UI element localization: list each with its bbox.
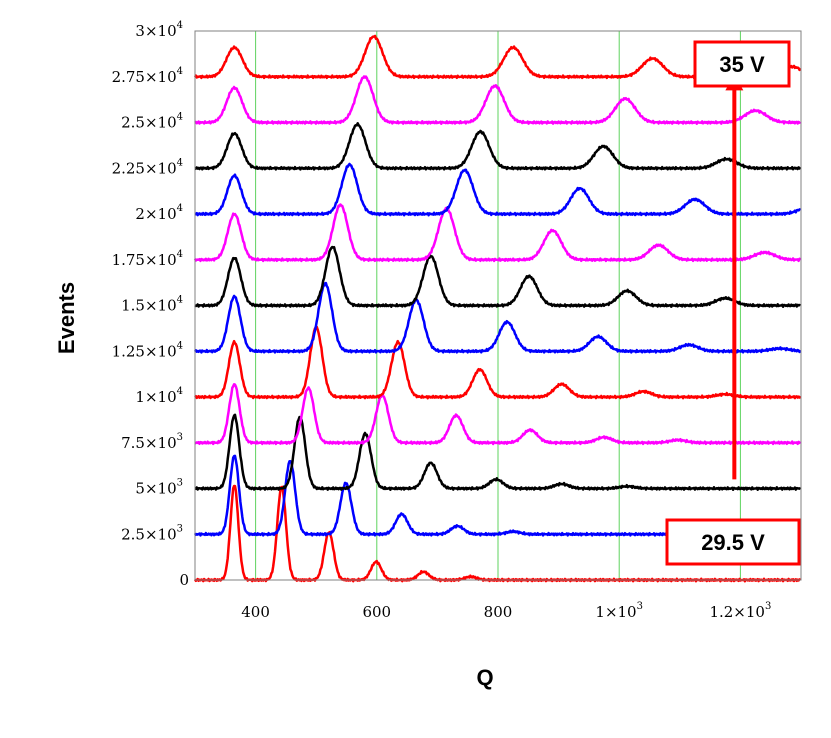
plot-frame [194, 30, 802, 581]
y-tick-label: 5×103 [135, 478, 183, 498]
top-voltage-box [693, 40, 791, 88]
series-line [194, 75, 802, 125]
series-line [194, 245, 801, 308]
y-tick-label: 2×104 [135, 203, 183, 223]
voltage-annotation: 35 V 29.5 V [665, 40, 801, 566]
series-group [193, 34, 802, 583]
y-axis-title: Events [54, 282, 79, 354]
y-tick-label: 0 [179, 571, 189, 589]
y-tick-label: 1.5×104 [121, 295, 183, 315]
x-tick-label: 600 [362, 603, 391, 621]
x-tick-label: 800 [484, 603, 513, 621]
x-tick-label: 1.2×103 [709, 601, 771, 621]
x-tick-labels: 400 600 800 1×103 1.2×103 [241, 601, 771, 621]
y-tick-labels: 0 2.5×103 5×103 7.5×103 1×104 1.25×104 1.5×104… [112, 20, 189, 589]
series-line [193, 203, 802, 263]
series-line [194, 122, 802, 171]
series-line [194, 383, 802, 446]
x-axis-title: Q [476, 665, 493, 690]
y-tick-label: 7.5×103 [121, 432, 183, 452]
y-tick-label: 1.25×104 [112, 340, 183, 360]
y-tick-label: 2.5×103 [121, 523, 183, 543]
y-tick-label: 2.5×104 [121, 112, 183, 132]
series-line [193, 281, 802, 354]
y-tick-label: 2.75×104 [112, 66, 183, 86]
y-tick-label: 2.25×104 [112, 157, 183, 177]
series-line [194, 325, 802, 400]
y-tick-label: 3×104 [135, 20, 183, 40]
y-tick-label: 1.75×104 [112, 249, 183, 269]
bottom-voltage-label: 29.5 V [701, 530, 765, 555]
x-tick-label: 400 [241, 603, 270, 621]
y-tick-label: 1×104 [135, 386, 183, 406]
bottom-voltage-box [665, 518, 801, 566]
top-voltage-label: 35 V [719, 52, 765, 77]
x-tick-label: 1×103 [595, 601, 643, 621]
series-line [194, 162, 801, 217]
